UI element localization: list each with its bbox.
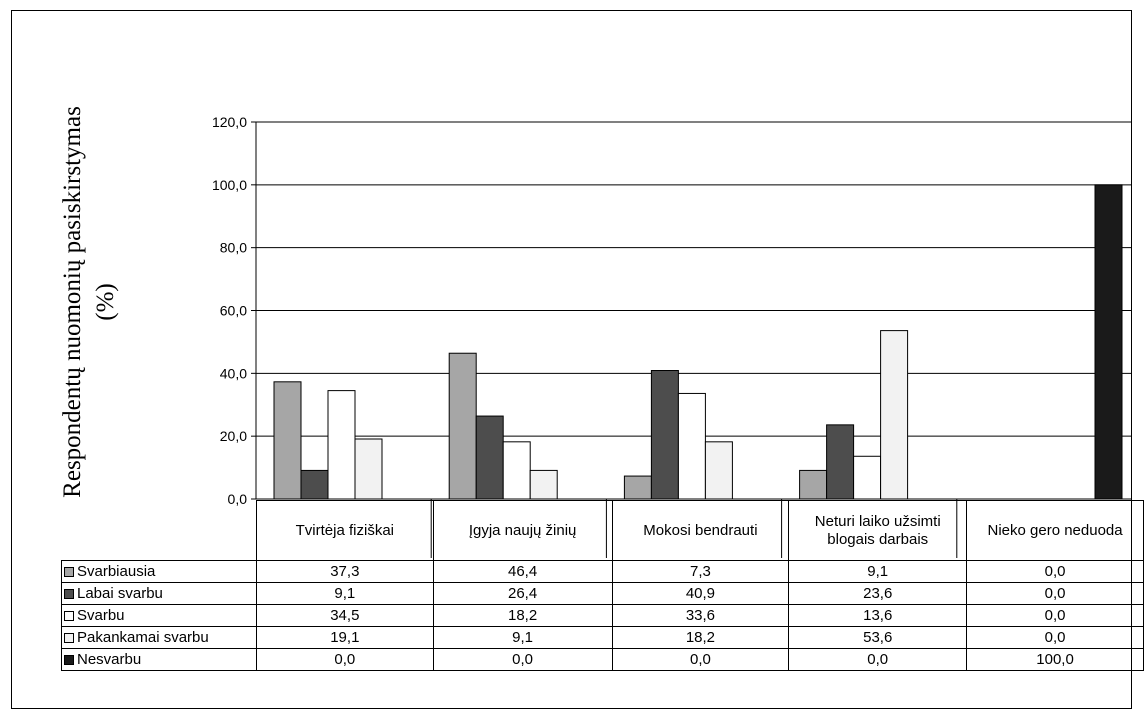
category-header-row: Tvirtėja fiziškai Įgyja naujų žinių Mokosi… [61, 500, 1144, 561]
category-label: Mokosi bendrauti [611, 500, 790, 561]
y-tick-label: 40,0 [220, 365, 247, 381]
series-name: Svarbu [77, 607, 125, 624]
y-tick-label: 20,0 [220, 428, 247, 444]
data-label: 13,6 [788, 604, 968, 627]
bar-pakankamai-svarbu [880, 330, 909, 500]
data-label: 7,3 [611, 560, 790, 583]
data-label: 33,6 [611, 604, 790, 627]
data-label: 0,0 [255, 648, 434, 671]
data-label: 26,4 [432, 582, 613, 605]
data-label: 34,5 [255, 604, 434, 627]
bar-svarbiausia [448, 352, 477, 500]
table-row: Svarbiausia 37,3 46,4 7,3 9,1 0,0 [61, 560, 1144, 583]
category-label: Nieko gero neduoda [966, 500, 1144, 561]
bar-svarbiausia [623, 475, 652, 500]
data-label: 0,0 [966, 626, 1144, 649]
data-label: 9,1 [788, 560, 968, 583]
data-label: 100,0 [966, 648, 1144, 671]
table-row: Svarbu 34,5 18,2 33,6 13,6 0,0 [61, 604, 1144, 627]
table-row: Pakankamai svarbu 19,1 9,1 18,2 53,6 0,0 [61, 626, 1144, 649]
table-corner [61, 500, 257, 561]
data-label: 18,2 [611, 626, 790, 649]
bar-svarbiausia [799, 469, 828, 500]
data-label: 0,0 [611, 648, 790, 671]
legend-entry: Pakankamai svarbu [61, 626, 257, 649]
category-label: Neturi laiko užsimti blogais darbais [788, 500, 968, 561]
data-label: 9,1 [432, 626, 613, 649]
data-label: 0,0 [788, 648, 968, 671]
legend-swatch [64, 633, 74, 643]
legend-swatch [64, 655, 74, 665]
bar-pakankamai-svarbu [529, 469, 558, 500]
series-name: Pakankamai svarbu [77, 629, 209, 646]
category-label: Tvirtėja fiziškai [255, 500, 434, 561]
bar-labai-svarbu [475, 415, 504, 500]
legend-entry: Svarbu [61, 604, 257, 627]
bar-nesvarbu [1094, 184, 1123, 500]
legend-swatch [64, 589, 74, 599]
bar-labai-svarbu [300, 469, 329, 500]
y-tick-label: 100,0 [212, 177, 247, 193]
bar-svarbu [677, 392, 706, 500]
y-tick-label: 60,0 [220, 303, 247, 319]
y-tick-label: 80,0 [220, 240, 247, 256]
bar-svarbiausia [273, 381, 302, 500]
data-table: Tvirtėja fiziškai Įgyja naujų žinių Mokosi… [61, 500, 1144, 671]
series-name: Labai svarbu [77, 585, 163, 602]
legend-entry: Nesvarbu [61, 648, 257, 671]
legend-swatch [64, 567, 74, 577]
data-label: 37,3 [255, 560, 434, 583]
data-label: 0,0 [966, 560, 1144, 583]
gridlines [256, 121, 1132, 437]
bars [273, 184, 1123, 500]
data-label: 19,1 [255, 626, 434, 649]
data-label: 0,0 [966, 582, 1144, 605]
legend-entry: Labai svarbu [61, 582, 257, 605]
bar-pakankamai-svarbu [704, 441, 733, 500]
data-label: 0,0 [966, 604, 1144, 627]
bar-labai-svarbu [650, 370, 679, 500]
data-label: 0,0 [432, 648, 613, 671]
bar-labai-svarbu [826, 424, 855, 500]
data-label: 46,4 [432, 560, 613, 583]
bar-svarbu [327, 390, 356, 500]
series-name: Nesvarbu [77, 651, 142, 668]
data-label: 18,2 [432, 604, 613, 627]
category-label: Įgyja naujų žinių [432, 500, 613, 561]
table-row: Labai svarbu 9,1 26,4 40,9 23,6 0,0 [61, 582, 1144, 605]
data-label: 53,6 [788, 626, 968, 649]
legend-entry: Svarbiausia [61, 560, 257, 583]
data-label: 40,9 [611, 582, 790, 605]
legend-swatch [64, 611, 74, 621]
series-name: Svarbiausia [77, 563, 156, 580]
table-row: Nesvarbu 0,0 0,0 0,0 0,0 100,0 [61, 648, 1144, 671]
bar-pakankamai-svarbu [354, 438, 383, 500]
data-label: 9,1 [255, 582, 434, 605]
bar-svarbu [853, 455, 882, 500]
data-label: 23,6 [788, 582, 968, 605]
y-tick-label: 120,0 [212, 114, 247, 130]
bar-svarbu [502, 441, 531, 500]
